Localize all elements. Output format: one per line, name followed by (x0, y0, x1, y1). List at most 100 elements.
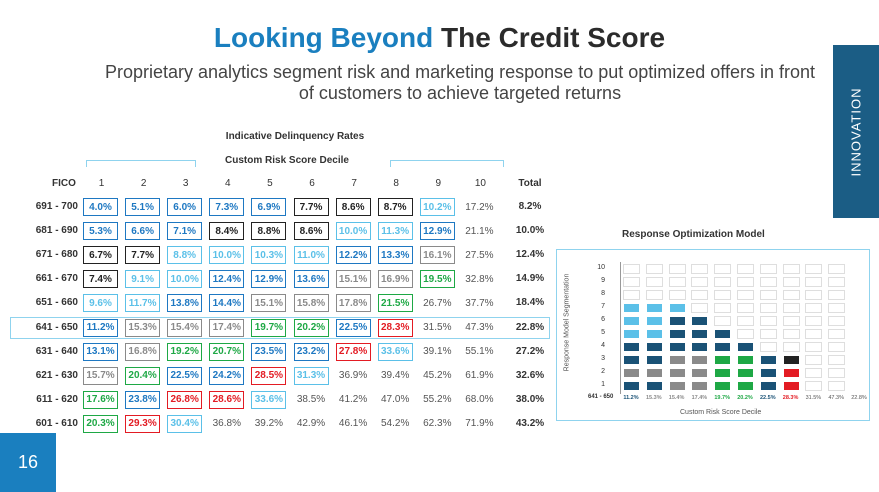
response-model-cell (828, 264, 846, 274)
response-model-x-value: 47.3% (828, 395, 844, 401)
response-model-cell (623, 342, 640, 352)
response-model-cell (645, 381, 663, 391)
response-model-cell (668, 264, 686, 274)
delinquency-cell: 19.5% (419, 270, 455, 289)
response-model-cell (714, 355, 732, 365)
response-model-cell (691, 381, 709, 391)
delinquency-cell: 71.9% (465, 418, 494, 430)
delinquency-cell: 11.0% (293, 246, 329, 265)
highlight-row-641-650 (10, 317, 550, 339)
response-model-cell (759, 303, 777, 313)
delinquency-cell: 17.8% (335, 294, 371, 313)
delinquency-cell: 23.8% (125, 390, 161, 409)
delinquency-cell: 15.4% (167, 318, 203, 337)
response-model-cell (828, 381, 846, 391)
delinquency-cell: 13.3% (377, 246, 413, 265)
response-model-row-label: 641 - 650 (588, 394, 614, 400)
response-model-y-tick: 3 (601, 355, 605, 362)
delinquency-cell: 13.8% (167, 294, 203, 313)
response-model-cell (623, 329, 640, 339)
response-model-cell (645, 355, 663, 365)
response-model-cell (691, 355, 709, 365)
response-model-cell (828, 303, 846, 313)
delinquency-cell: 28.5% (251, 366, 287, 385)
response-model-cell (782, 264, 800, 274)
delinquency-cell: 26.8% (167, 390, 203, 409)
response-model-cell (737, 290, 754, 300)
total-header: Total (518, 178, 542, 189)
delinquency-cell: 17.2% (465, 201, 494, 213)
fico-row-label: 611 - 620 (36, 393, 78, 405)
response-model-cell (645, 264, 663, 274)
response-model-cell (737, 329, 754, 339)
response-model-cell (668, 355, 686, 365)
response-model-cell (737, 264, 754, 274)
delinquency-cell: 15.7% (83, 366, 118, 385)
delinquency-cell: 15.1% (251, 294, 287, 313)
delinquency-cell: 14.4% (209, 294, 245, 313)
response-model-cell (623, 277, 640, 287)
delinquency-cell: 39.4% (381, 370, 410, 382)
innovation-tab: INNOVATION (833, 45, 879, 218)
response-model-x-value: 15.3% (645, 395, 662, 401)
column-header-3: 3 (182, 178, 189, 189)
response-model-cell (623, 381, 640, 391)
response-model-cell (645, 290, 663, 300)
response-model-cell (782, 303, 800, 313)
response-model-cell (759, 355, 777, 365)
fico-row-label: 641 - 650 (35, 321, 78, 333)
bracket-right (390, 160, 504, 167)
response-model-cell (668, 342, 686, 352)
column-header-1: 1 (98, 178, 105, 189)
delinquency-cell: 13.1% (83, 342, 118, 361)
delinquency-cell: 45.2% (423, 370, 452, 382)
delinquency-cell: 31.3% (293, 366, 329, 385)
response-model-cell (805, 264, 823, 274)
response-model-cell (714, 277, 732, 287)
response-model-x-value: 19.7% (714, 395, 730, 401)
response-model-cell (737, 277, 754, 287)
response-model-cell (714, 368, 732, 378)
response-model-cell (782, 342, 800, 352)
fico-header: FICO (52, 178, 76, 189)
delinquency-cell: 19.2% (167, 342, 203, 361)
delinquency-cell: 16.1% (419, 246, 455, 265)
response-model-cell (691, 368, 709, 378)
response-model-cell (714, 381, 732, 391)
response-model-x-label: Custom Risk Score Decile (680, 409, 762, 416)
delinquency-cell: 8.4% (209, 222, 245, 241)
delinquency-cell: 42.9% (296, 418, 326, 430)
delinquency-cell: 7.7% (125, 246, 161, 265)
delinquency-cell: 28.3% (377, 318, 413, 337)
delinquency-cell: 15.1% (335, 270, 371, 289)
fico-row-label: 661 - 670 (35, 273, 78, 285)
delinquency-cell: 11.3% (377, 222, 413, 241)
delinquency-cell: 7.3% (209, 198, 245, 216)
response-model-cell (782, 316, 800, 326)
row-total: 38.0% (515, 393, 545, 405)
response-model-cell (668, 381, 686, 391)
delinquency-cell: 37.7% (465, 297, 494, 309)
response-model-panel (556, 249, 870, 421)
title-part-1: Looking Beyond (213, 22, 434, 53)
response-model-cell (805, 277, 823, 287)
delinquency-cell: 15.8% (293, 294, 329, 313)
delinquency-cell: 9.1% (125, 270, 161, 289)
row-total: 43.2% (515, 417, 545, 429)
response-model-cell (759, 381, 777, 391)
delinquency-cell: 46.1% (338, 418, 368, 430)
delinquency-cell: 10.0% (209, 246, 245, 265)
delinquency-cell: 17.6% (83, 390, 118, 409)
response-model-cell (623, 368, 640, 378)
response-model-y-tick: 1 (601, 381, 605, 388)
delinquency-cell: 12.2% (335, 246, 371, 265)
response-model-cell (782, 355, 800, 365)
page-number: 16 (0, 433, 56, 492)
delinquency-cell: 10.0% (335, 222, 371, 241)
delinquency-cell: 7.7% (293, 198, 329, 216)
page-subtitle: Proprietary analytics segment risk and m… (104, 62, 815, 103)
response-model-cell (782, 277, 800, 287)
delinquency-cell: 47.0% (381, 394, 410, 406)
delinquency-cell: 30.4% (167, 414, 203, 433)
response-model-cell (691, 264, 709, 274)
